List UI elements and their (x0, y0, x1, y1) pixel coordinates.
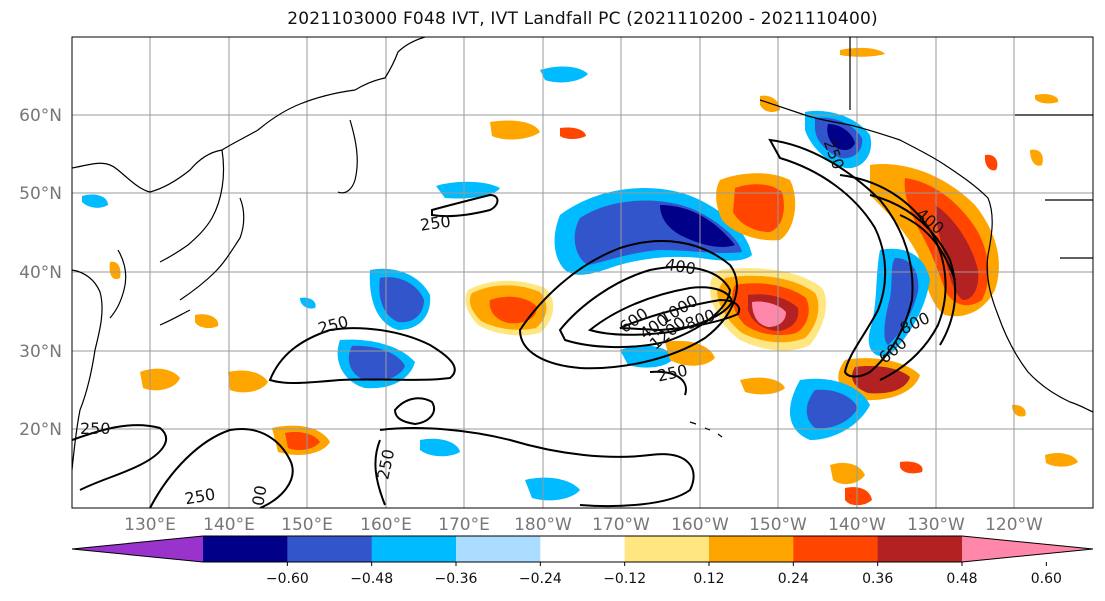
lon-label: 150°W (749, 515, 807, 535)
shaded-field-layer (82, 47, 1078, 506)
colorbar-tick-label: 0.24 (778, 571, 809, 587)
map-frame (71, 36, 1094, 509)
colorbar-tick-label: 0.48 (946, 571, 977, 587)
colorbar-tick-label: −0.36 (435, 571, 478, 587)
lon-label: 170°E (438, 515, 490, 535)
lon-label: 140°E (203, 515, 255, 535)
colorbar-tick-label: 0.12 (693, 571, 724, 587)
graticule (72, 37, 1093, 508)
lat-label-20n: 20°N (19, 420, 62, 440)
lon-label: 140°W (828, 515, 886, 535)
colorbar-tick-label: −0.24 (519, 571, 562, 587)
colorbar-segment (709, 536, 794, 562)
longitude-labels: 130°E 140°E 150°E 160°E 170°E 180°W 170°… (124, 515, 1043, 535)
contour-label: 250 (419, 212, 452, 235)
lon-label: 180°W (514, 515, 572, 535)
lat-label-30n: 30°N (19, 342, 62, 362)
colorbar-segment (624, 536, 710, 562)
lon-label: 150°E (281, 515, 333, 535)
colorbar-extend-min (72, 536, 203, 562)
colorbar-tick-label: −0.48 (350, 571, 393, 587)
colorbar-segment (203, 536, 288, 562)
colorbar-outline (71, 535, 1094, 563)
colorbar-segment (371, 536, 457, 562)
colorbar-segment (793, 536, 879, 562)
colorbar-tick-label: 0.60 (1031, 571, 1062, 587)
contour-label: 250 (183, 484, 216, 508)
colorbar-segment (287, 536, 373, 562)
map-title: 2021103000 F048 IVT, IVT Landfall PC (20… (287, 9, 878, 29)
colorbar-segment (877, 536, 963, 562)
lon-label: 130°W (907, 515, 965, 535)
lon-label: 160°E (360, 515, 412, 535)
lat-label-50n: 50°N (19, 184, 62, 204)
colorbar: −0.60 −0.48 −0.36 −0.24 −0.12 0.12 0.24 0.36 0.4… (71, 535, 1094, 587)
lon-label: 120°W (985, 515, 1043, 535)
ivt-contours (72, 138, 957, 508)
lon-label: 170°W (592, 515, 650, 535)
contour-label: 250 (80, 419, 111, 438)
colorbar-tick-label: −0.12 (603, 571, 646, 587)
lon-label: 160°W (671, 515, 729, 535)
contour-label: 00 (248, 484, 270, 507)
colorbar-tick-label: −0.60 (266, 571, 309, 587)
lon-label: 130°E (124, 515, 176, 535)
colorbar-segment (456, 536, 541, 562)
lat-label-40n: 40°N (19, 263, 62, 283)
lat-label-60n: 60°N (19, 106, 62, 126)
colorbar-tick-label: 0.36 (862, 571, 893, 587)
latitude-labels: 60°N 50°N 40°N 30°N 20°N (19, 106, 62, 440)
colorbar-segment (540, 536, 626, 562)
colorbar-extend-max (962, 536, 1093, 562)
coastlines (72, 37, 1093, 471)
